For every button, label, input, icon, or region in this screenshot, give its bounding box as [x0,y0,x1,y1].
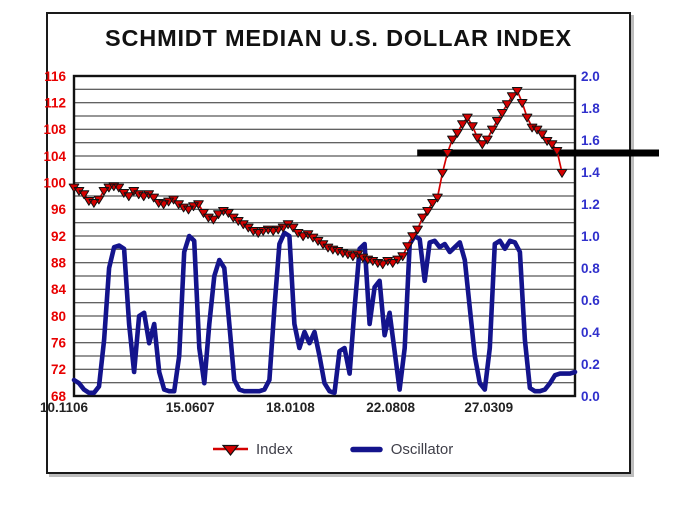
oscillator-series-line [71,230,578,396]
index-triangle-marker-icon [213,444,248,456]
x-axis-tick-label: 15.0607 [166,400,215,415]
oscillator-line-icon [349,446,383,453]
index-series-markers [68,87,568,270]
y-axis-right-tick-label: 1.0 [581,229,600,244]
y-axis-left-tick-label: 96 [51,202,67,217]
y-axis-left-tick-label: 116 [44,69,66,84]
legend-label-oscillator: Oscillator [390,441,454,458]
y-axis-left-tick-label: 80 [51,309,66,324]
y-axis-left-tick-label: 112 [44,96,66,111]
legend-item-index: Index [212,441,293,458]
legend-item-oscillator: Oscillator [349,441,454,458]
y-axis-left-tick-label: 100 [43,176,66,191]
y-axis-right-tick-label: 1.8 [581,101,600,116]
y-axis-left-tick-label: 104 [43,149,66,164]
y-axis-left-tick-label: 84 [51,282,67,297]
y-axis-right-tick-label: 0.4 [581,325,600,340]
x-axis-tick-label: 18.0108 [266,400,315,415]
y-axis-right-tick-label: 0.0 [581,389,600,404]
y-axis-right-tick-label: 1.2 [581,197,600,212]
x-axis-tick-label: 22.0808 [366,400,415,415]
y-axis-left-tick-label: 72 [51,362,66,377]
y-axis-right-tick-label: 0.2 [581,357,600,372]
legend: Index Oscillator [212,441,453,458]
x-axis-tick-label: 10.1106 [40,400,89,415]
y-axis-left-tick-label: 68 [51,389,67,404]
y-axis-right-tick-label: 0.8 [581,261,600,276]
y-axis-left-tick-label: 92 [51,229,66,244]
legend-label-index: Index [256,441,293,458]
chart-title: SCHMIDT MEDIAN U.S. DOLLAR INDEX [105,25,572,51]
y-axis-right-tick-label: 1.4 [581,165,600,180]
y-axis-left-tick-label: 88 [51,256,67,271]
y-axis-right-tick-label: 2.0 [581,69,600,84]
y-axis-right-tick-label: 1.6 [581,133,600,148]
plot-frame [72,74,577,398]
signal-threshold-line [417,149,659,157]
y-axis-left-tick-label: 108 [43,122,66,137]
y-axis-right-tick-label: 0.6 [581,293,600,308]
y-axis-left-tick-label: 76 [51,336,67,351]
x-axis-tick-label: 27.0309 [464,400,513,415]
